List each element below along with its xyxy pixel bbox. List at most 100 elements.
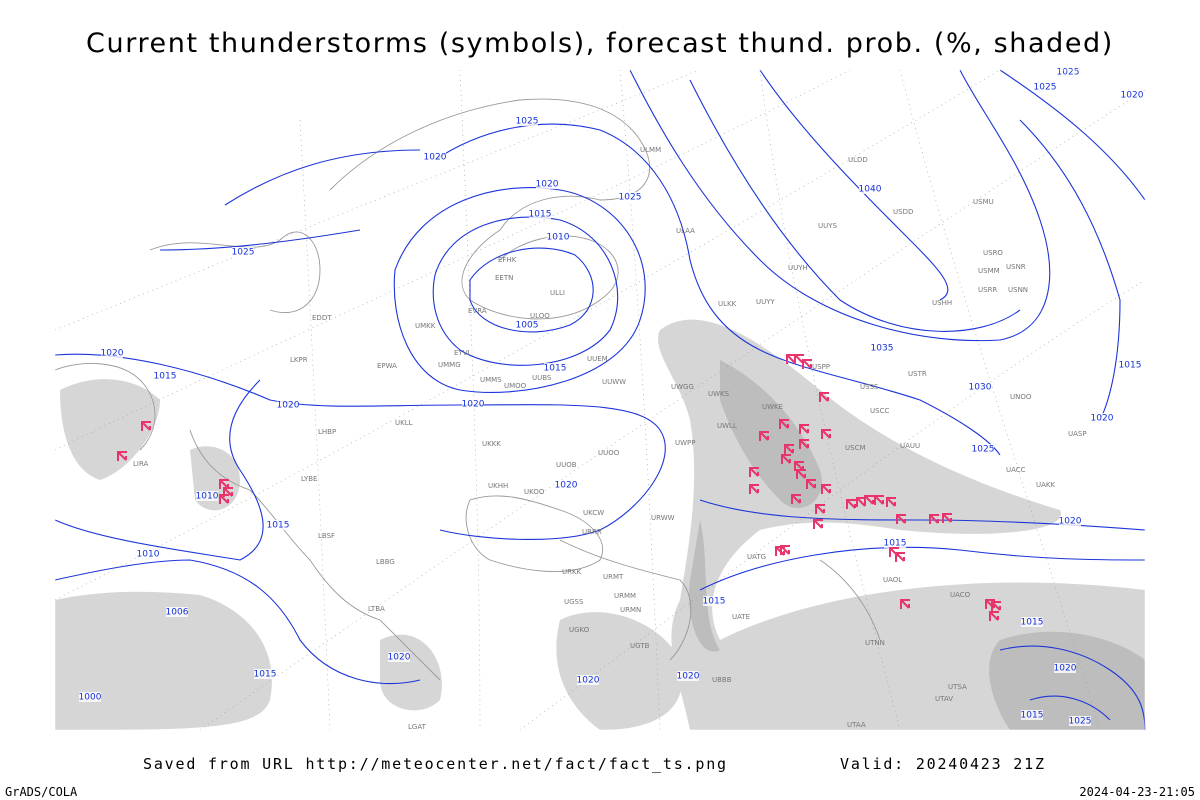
station-label: UAUU — [900, 442, 920, 450]
thunderstorm-symbol — [929, 514, 939, 524]
station-label: UUYH — [788, 264, 808, 272]
station-label: USNN — [1008, 286, 1028, 294]
station-label: ULAA — [676, 227, 695, 235]
station-label: URMN — [620, 606, 641, 614]
isobar-label: 1015 — [884, 539, 907, 549]
isobar-label-bg — [388, 652, 410, 662]
isobar-label-bg — [277, 400, 299, 410]
isobar-label: 1020 — [101, 349, 124, 359]
thunderstorm-symbol — [219, 494, 229, 504]
station-label: USRR — [978, 286, 997, 294]
station-label: UGTB — [630, 642, 650, 650]
isobar-label: 1015 — [1119, 361, 1142, 371]
isobar-label-bg — [462, 399, 484, 409]
station-label: LKPR — [290, 356, 308, 364]
thunderstorm-symbol — [821, 429, 831, 439]
isobar-label-bg — [196, 491, 218, 501]
isobar-label: 1020 — [577, 676, 600, 686]
isobar-label: 1035 — [871, 344, 894, 354]
station-label: UWKE — [762, 403, 783, 411]
isobar-label-bg — [619, 192, 641, 202]
isobar — [54, 149, 666, 541]
thunderstorm-symbol — [815, 504, 825, 514]
station-label: LYBE — [301, 475, 317, 483]
isobar-label-bg — [1091, 413, 1113, 423]
station-label: LBSF — [318, 532, 335, 540]
thunderstorm-symbol — [784, 444, 794, 454]
isobar — [393, 187, 646, 393]
station-label: UACO — [950, 591, 971, 599]
thunderstorm-symbol — [819, 392, 829, 402]
station-label: URMT — [603, 573, 624, 581]
isobar-label-bg — [884, 538, 906, 548]
isobar-label: 1020 — [1059, 517, 1082, 527]
station-label: UUEM — [587, 355, 608, 363]
isobar-label: 1040 — [859, 185, 882, 195]
map-title: Current thunderstorms (symbols), forecas… — [86, 28, 1114, 59]
station-label: LBBG — [376, 558, 395, 566]
station-label: UGKO — [569, 626, 590, 634]
isobar-label: 1010 — [547, 233, 570, 243]
station-label: EVRA — [468, 307, 487, 315]
isobar-label-bg — [101, 348, 123, 358]
station-label: ULDD — [848, 156, 868, 164]
thunderstorm-symbol — [781, 454, 791, 464]
isobar-label-bg — [1059, 516, 1081, 526]
isobar — [432, 216, 619, 366]
isobar-label-bg — [536, 179, 558, 189]
thunderstorm-symbol — [779, 419, 789, 429]
station-label: UKHH — [488, 482, 508, 490]
station-label: ULKK — [718, 300, 737, 308]
station-label: UKLL — [395, 419, 413, 427]
isobar — [699, 69, 1146, 591]
isobar-label-bg — [137, 549, 159, 559]
thunderstorm-symbol — [799, 424, 809, 434]
thunderstorm-symbol — [991, 601, 1001, 611]
station-label: UASP — [1068, 430, 1087, 438]
isobar-label: 1015 — [154, 372, 177, 382]
station-label: UWGG — [671, 383, 694, 391]
station-label: UMMS — [480, 376, 502, 384]
station-label: UMOO — [504, 382, 527, 390]
station-label: USMM — [978, 267, 1000, 275]
isobar-label-bg — [871, 343, 893, 353]
thunderstorm-layer — [117, 354, 1001, 621]
station-label: EYVI — [454, 349, 470, 357]
isobar-label-bg — [703, 596, 725, 606]
isobar-label-bg — [424, 152, 446, 162]
source-url: Saved from URL http://meteocenter.net/fa… — [143, 755, 728, 773]
station-label: USCM — [845, 444, 866, 452]
thunderstorm-symbol — [780, 545, 790, 555]
isobar-label-bg — [1069, 716, 1091, 726]
isobar — [999, 645, 1146, 731]
isobar-label: 1006 — [166, 608, 189, 618]
station-label: UACC — [1006, 466, 1026, 474]
isobar-label-bg — [1054, 663, 1076, 673]
isobar-label-bg — [79, 692, 101, 702]
isobar-label: 1005 — [516, 321, 539, 331]
station-label: UKOO — [524, 488, 545, 496]
thunderstorm-symbol — [806, 479, 816, 489]
isobar-label: 1015 — [1021, 618, 1044, 628]
station-label: UWPP — [675, 439, 696, 447]
station-label: UUBS — [532, 374, 552, 382]
isobar-label-bg — [972, 444, 994, 454]
isobar-label: 1025 — [1034, 83, 1057, 93]
isobar-label-bg — [1121, 90, 1143, 100]
probability-area — [689, 360, 1145, 730]
timestamp: 2024-04-23-21:05 — [1079, 785, 1195, 799]
station-label: EPWA — [377, 362, 397, 370]
station-label: EETN — [495, 274, 513, 282]
isobar-label: 1020 — [388, 653, 411, 663]
station-label: LTBA — [368, 605, 385, 613]
thunderstorm-symbol — [799, 439, 809, 449]
isobar-label: 1020 — [462, 400, 485, 410]
isobar-label: 1015 — [1021, 711, 1044, 721]
isobar — [629, 69, 1051, 342]
isobar-label-bg — [166, 607, 188, 617]
station-label: UTSA — [948, 683, 967, 691]
station-label: UMKK — [415, 322, 436, 330]
station-label: UKCW — [583, 509, 604, 517]
station-label: USNR — [1006, 263, 1026, 271]
